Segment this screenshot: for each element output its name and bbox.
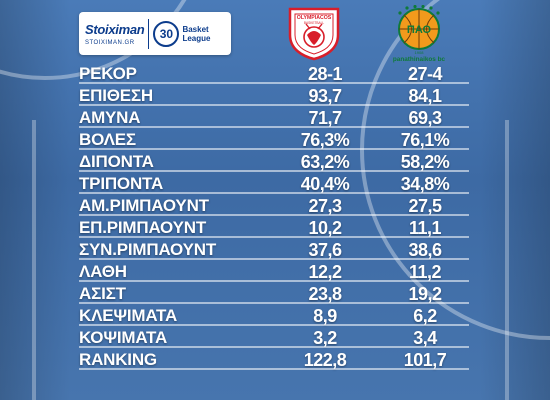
stat-value-home: 40,4% [300,173,350,194]
stat-row: ΔΙΠΟΝΤΑ 63,2% 58,2% [79,151,469,173]
stat-row: ΕΠΙΘΕΣΗ 93,7 84,1 [79,85,469,107]
stat-value-away: 6,2 [413,305,437,326]
stat-value-home: 10,2 [308,217,343,238]
stat-value-home: 71,7 [308,107,343,128]
stat-label: ΚΛΕΨΙΜΑΤΑ [79,306,178,325]
stat-label: RANKING [79,350,157,369]
sponsor-league-name: Basket League [182,25,210,43]
stat-value-away: 76,1% [400,129,450,150]
stat-value-away: 11,2 [409,261,442,282]
sponsor-anniversary-badge: 30 [153,20,180,47]
sponsor-banner: Stoiximan STOIXIMAN.GR 30 Basket League [79,12,231,55]
stat-label: ΔΙΠΟΝΤΑ [79,152,154,171]
stat-value-away: 27,5 [408,195,443,216]
stat-row: ΑΣΙΣΤ 23,8 19,2 [79,283,469,305]
stat-value-home: 8,9 [313,305,337,326]
stat-label: ΒΟΛΕΣ [79,130,136,149]
stat-value-away: 27-4 [408,63,443,84]
stat-row: ΤΡΙΠΟΝΤΑ 40,4% 34,8% [79,173,469,195]
stat-value-home: 12,2 [308,261,343,282]
sponsor-league-line1: Basket [182,24,209,34]
sponsor-brand: Stoiximan STOIXIMAN.GR [85,21,145,46]
sponsor-brand-name: Stoiximan [85,22,145,37]
stat-value-home: 122,8 [303,349,347,370]
stat-label: ΣΥΝ.ΡΙΜΠΑΟΥΝΤ [79,240,217,259]
stat-value-home: 76,3% [300,129,350,150]
stat-row: ΒΟΛΕΣ 76,3% 76,1% [79,129,469,151]
stat-value-home: 63,2% [300,151,350,172]
stat-label: ΑΣΙΣΤ [79,284,126,303]
stat-row: ΣΥΝ.ΡΙΜΠΑΟΥΝΤ 37,6 38,6 [79,239,469,261]
stat-row: RANKING 122,8 101,7 [79,349,469,371]
sponsor-brand-sub: STOIXIMAN.GR [85,40,135,46]
stat-value-away: 34,8% [400,173,450,194]
panathinaikos-logo-top: ΠΑΟ [407,24,432,36]
stat-value-home: 3,2 [313,327,337,348]
stat-value-away: 11,1 [409,217,442,238]
stat-label: ΛΑΘΗ [79,262,127,281]
stat-value-home: 23,8 [308,283,343,304]
sponsor-league-line2: League [182,33,211,43]
stat-value-away: 69,3 [408,107,443,128]
stat-value-home: 93,7 [308,85,343,106]
stat-label: ΑΜΥΝΑ [79,108,141,127]
court-line [505,120,509,400]
stat-row: ΑΜ.ΡΙΜΠΑΟΥΝΤ 27,3 27,5 [79,195,469,217]
olympiacos-logo: OLYMPIACOS BASKETBALL [288,7,340,61]
stat-value-away: 19,2 [408,283,443,304]
stat-label: ΑΜ.ΡΙΜΠΑΟΥΝΤ [79,196,209,215]
stats-table: ΡΕΚΟΡ 28-1 27-4 ΕΠΙΘΕΣΗ 93,7 84,1 ΑΜΥΝΑ 71,7 69,… [79,63,469,371]
stat-row: ΛΑΘΗ 12,2 11,2 [79,261,469,283]
stat-value-away: 58,2% [400,151,450,172]
stat-value-away: 3,4 [413,327,437,348]
stat-row: ΑΜΥΝΑ 71,7 69,3 [79,107,469,129]
stat-label: ΤΡΙΠΟΝΤΑ [79,174,164,193]
stat-label: ΚΟΨΙΜΑΤΑ [79,328,168,347]
olympiacos-logo-text: OLYMPIACOS [297,15,332,21]
sponsor-divider [148,18,150,49]
panathinaikos-logo-year: 1908 [415,50,425,55]
stat-row: ΚΟΨΙΜΑΤΑ 3,2 3,4 [79,327,469,349]
stat-label: ΕΠΙΘΕΣΗ [79,86,153,105]
stat-row: ΕΠ.ΡΙΜΠΑΟΥΝΤ 10,2 11,1 [79,217,469,239]
stat-value-home: 28-1 [308,63,343,84]
stat-value-away: 101,7 [403,349,447,370]
panathinaikos-logo-text: panathinaikos bc [393,56,446,63]
stat-row: ΡΕΚΟΡ 28-1 27-4 [79,63,469,85]
court-line [32,120,36,400]
stat-row: ΚΛΕΨΙΜΑΤΑ 8,9 6,2 [79,305,469,327]
olympiacos-logo-sub: BASKETBALL [304,21,325,25]
stat-value-home: 37,6 [308,239,343,260]
stat-value-away: 84,1 [408,85,443,106]
stat-value-away: 38,6 [408,239,443,260]
stat-label: ΕΠ.ΡΙΜΠΑΟΥΝΤ [79,218,207,237]
panathinaikos-logo: ΠΑΟ 1908 panathinaikos bc [393,5,446,63]
stat-value-home: 27,3 [308,195,343,216]
stat-label: ΡΕΚΟΡ [79,64,137,83]
